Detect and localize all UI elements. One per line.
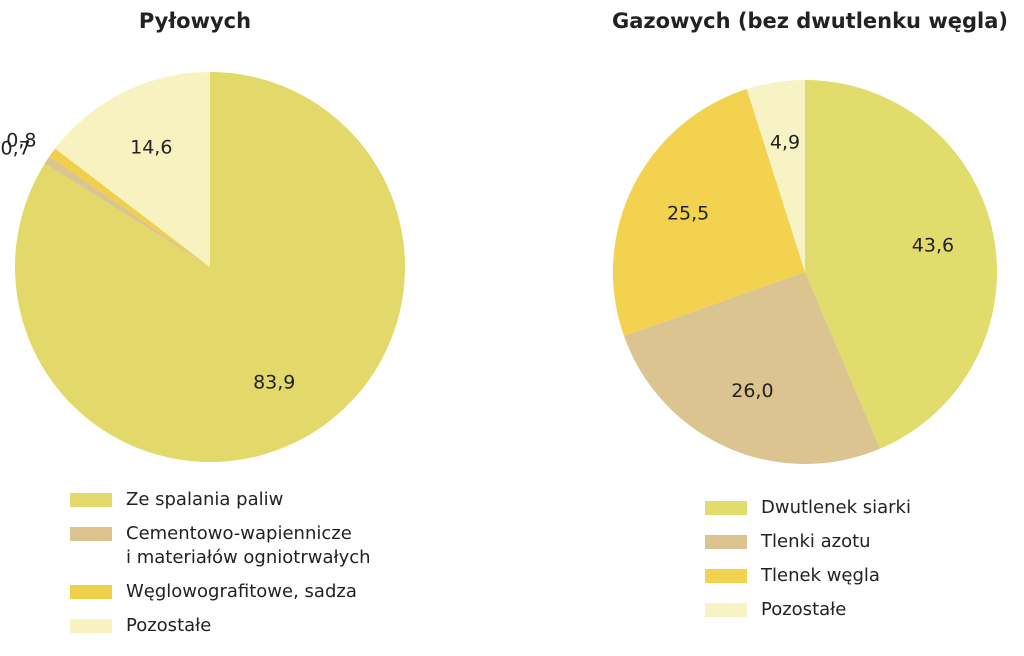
legend-swatch [705, 569, 747, 583]
chart-title: Gazowych (bez dwutlenku węgla) [612, 9, 1008, 33]
legend-label: Tlenek węgla [761, 565, 880, 586]
legend: Dwutlenek siarki Tlenki azotu Tlenek węgla… [705, 496, 911, 622]
legend-label: Pozostałe [126, 615, 212, 636]
legend-label: Pozostałe [761, 599, 847, 620]
pie-slice [746, 80, 805, 272]
data-label: 83,9 [253, 371, 295, 393]
legend-item: Dwutlenek siarki [705, 496, 911, 520]
data-label: 4,9 [770, 131, 800, 153]
pie-slice [49, 148, 210, 267]
pie-slice [55, 72, 210, 267]
legend-swatch [705, 535, 747, 549]
legend-swatch [705, 501, 747, 515]
data-label: 0,8 [6, 129, 36, 151]
data-label: 43,6 [912, 234, 954, 256]
legend-swatch [70, 527, 112, 541]
legend-swatch [705, 603, 747, 617]
data-label: 26,0 [731, 380, 773, 402]
legend-swatch [70, 493, 112, 507]
pie-slice [805, 80, 998, 449]
data-label: 25,5 [667, 202, 709, 224]
legend-label: Ze spalania paliw [126, 489, 284, 510]
pie-slice [623, 272, 881, 464]
legend-item: Pozostałe [705, 598, 911, 622]
chart-title: Pyłowych [139, 9, 251, 33]
pie-slice [613, 89, 805, 336]
legend-item: Ze spalania paliw [70, 488, 371, 512]
legend-swatch [70, 585, 112, 599]
legend-label: Węglowografitowe, sadza [126, 581, 357, 602]
data-label: 0,7 [1, 138, 31, 160]
pie-slice [15, 72, 406, 462]
legend-swatch [70, 619, 112, 633]
legend-item: Tlenek węgla [705, 564, 911, 588]
legend-label: Tlenki azotu [761, 531, 871, 552]
data-label: 14,6 [130, 137, 172, 159]
legend-label: Dwutlenek siarki [761, 497, 911, 518]
legend-item: Węglowografitowe, sadza [70, 580, 371, 604]
legend-item: Tlenki azotu [705, 530, 911, 554]
legend-item: Pozostałe [70, 614, 371, 638]
legend-item: Cementowo-wapiennicze i materiałów ognio… [70, 522, 371, 570]
pie-slice [44, 156, 210, 267]
legend: Ze spalania paliw Cementowo-wapiennicze i… [70, 488, 371, 638]
legend-label: Cementowo-wapiennicze i materiałów ognio… [126, 523, 371, 568]
